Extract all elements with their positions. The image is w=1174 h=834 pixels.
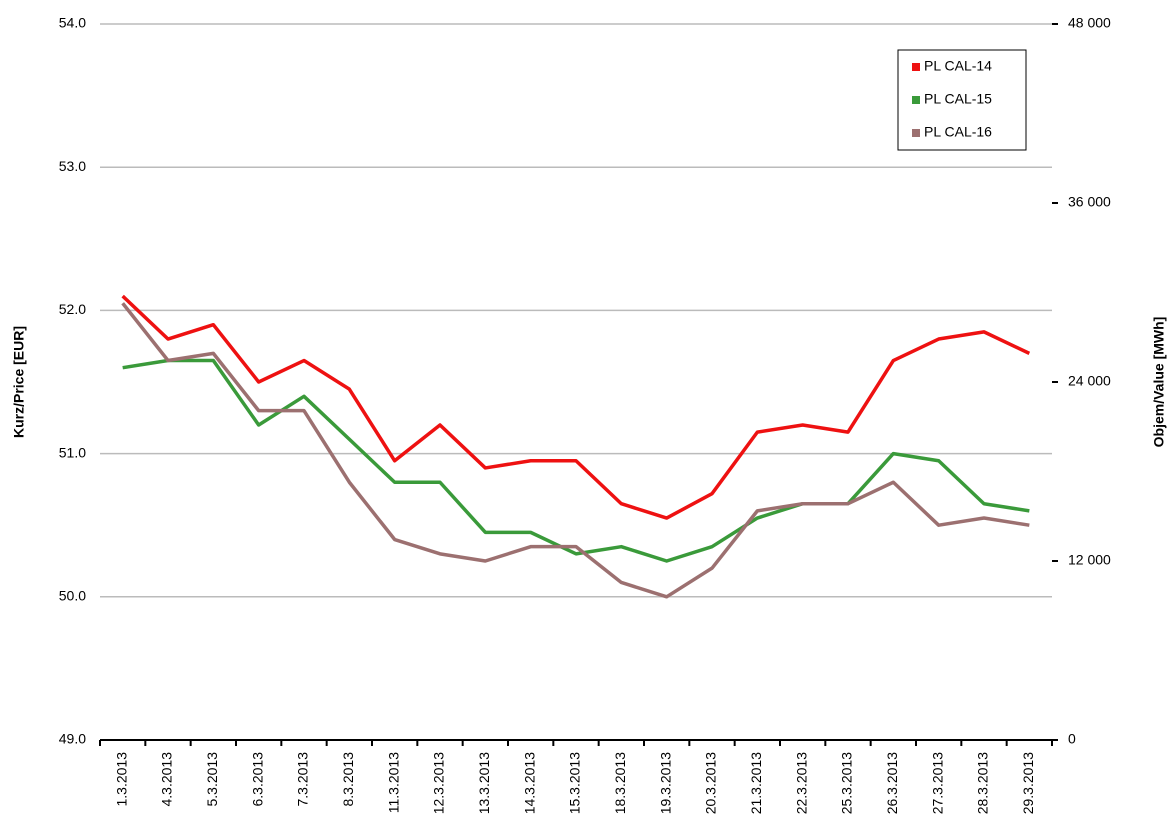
y-tick-label: 54.0 [59,15,86,31]
legend-swatch [912,129,920,137]
legend-label: PL CAL-14 [924,58,992,74]
y-tick-label: 51.0 [59,444,86,460]
y2-axis-title: Objem/Value [MWh] [1151,317,1167,448]
y-tick-label: 53.0 [59,158,86,174]
y2-tick-label: 48 000 [1068,15,1111,31]
x-tick-label: 15.3.2013 [567,752,583,814]
x-tick-label: 22.3.2013 [793,752,809,814]
y-tick-label: 50.0 [59,588,86,604]
x-tick-label: 18.3.2013 [612,752,628,814]
x-tick-label: 28.3.2013 [975,752,991,814]
legend-swatch [912,63,920,71]
x-tick-label: 26.3.2013 [884,752,900,814]
x-tick-label: 4.3.2013 [159,752,175,807]
x-tick-label: 29.3.2013 [1020,752,1036,814]
line-series [121,294,1031,520]
x-tick-label: 20.3.2013 [703,752,719,814]
y-axis-title: Kurz/Price [EUR] [11,326,27,438]
x-tick-label: 11.3.2013 [385,752,401,813]
x-tick-label: 13.3.2013 [476,752,492,814]
line-series [122,358,1030,563]
x-tick-label: 14.3.2013 [521,752,537,814]
line-series [121,302,1030,599]
y2-tick-label: 36 000 [1068,194,1111,210]
x-tick-label: 27.3.2013 [929,752,945,814]
x-tick-label: 19.3.2013 [657,752,673,814]
x-tick-label: 21.3.2013 [748,752,764,814]
legend-label: PL CAL-15 [924,91,992,107]
y2-tick-label: 0 [1068,731,1076,747]
x-tick-label: 1.3.2013 [113,752,129,807]
x-tick-label: 6.3.2013 [249,752,265,807]
legend-label: PL CAL-16 [924,124,992,140]
x-tick-label: 5.3.2013 [204,752,220,807]
x-tick-label: 7.3.2013 [295,752,311,807]
y2-tick-label: 12 000 [1068,552,1111,568]
x-tick-label: 12.3.2013 [431,752,447,814]
y-tick-label: 49.0 [59,731,86,747]
y-tick-label: 52.0 [59,301,86,317]
x-tick-label: 25.3.2013 [839,752,855,814]
legend: PL CAL-14 PL CAL-15 PL CAL-16 [897,49,1027,151]
legend-swatch [912,96,920,104]
x-tick-label: 8.3.2013 [340,752,356,807]
y2-tick-label: 24 000 [1068,373,1111,389]
